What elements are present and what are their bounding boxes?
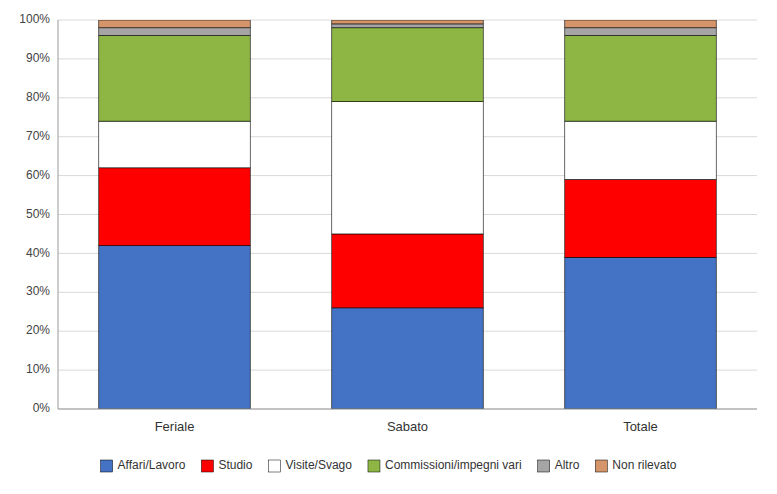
y-tick-label: 20% (26, 323, 50, 337)
bar-segment (332, 28, 483, 102)
bar-segment (565, 179, 716, 257)
legend-swatch (268, 460, 280, 472)
bar-segment (99, 36, 250, 122)
legend-label: Studio (218, 458, 252, 472)
legend-item: Non rilevato (595, 458, 676, 472)
bar-segment (565, 20, 716, 28)
bar-segment (565, 121, 716, 179)
y-axis: 0% 10% 20% 30% 40% 50% 60% 70% 80% 90% 100% (19, 12, 50, 415)
legend-label: Affari/Lavoro (118, 458, 186, 472)
legend-label: Commissioni/impegni vari (385, 458, 522, 472)
legend-swatch (368, 460, 380, 472)
bar-segment (332, 20, 483, 24)
y-tick-label: 80% (26, 90, 50, 104)
bar-segment (332, 24, 483, 28)
y-tick-label: 90% (26, 51, 50, 65)
bar-segment (99, 168, 250, 246)
chart: 0% 10% 20% 30% 40% 50% 60% 70% 80% 90% 100% Feriale… (0, 0, 777, 494)
bar-segment (565, 36, 716, 122)
bar-segment (99, 20, 250, 28)
legend-swatch (101, 460, 113, 472)
legend-swatch (538, 460, 550, 472)
legend-item: Studio (201, 458, 252, 472)
legend-item: Commissioni/impegni vari (368, 458, 522, 472)
bar-segment (565, 28, 716, 36)
legend-item: Visite/Svago (268, 458, 352, 472)
grid-line (58, 409, 757, 410)
y-tick-label: 50% (26, 207, 50, 221)
bar-segment (99, 121, 250, 168)
bar-segment (99, 28, 250, 36)
bars (99, 20, 716, 409)
bar-segment (332, 102, 483, 234)
y-tick-label: 10% (26, 362, 50, 376)
y-axis-line (58, 20, 59, 409)
x-tick-label: Feriale (155, 419, 195, 434)
x-axis: Feriale Sabato Totale (155, 419, 658, 434)
y-tick-label: 70% (26, 129, 50, 143)
legend-swatch (201, 460, 213, 472)
legend-item: Affari/Lavoro (101, 458, 186, 472)
bar-segment (565, 257, 716, 409)
y-tick-label: 40% (26, 246, 50, 260)
bar-segment (99, 246, 250, 409)
x-tick-label: Sabato (387, 419, 428, 434)
x-tick-label: Totale (623, 419, 658, 434)
bar-segment (332, 308, 483, 409)
legend-item: Altro (538, 458, 580, 472)
bar-segment (332, 234, 483, 308)
legend: Affari/Lavoro Studio Visite/Svago Commissio… (101, 458, 677, 472)
y-tick-label: 0% (33, 401, 51, 415)
legend-label: Non rilevato (612, 458, 676, 472)
y-tick-label: 30% (26, 284, 50, 298)
legend-swatch (595, 460, 607, 472)
y-tick-label: 100% (19, 12, 50, 26)
x-axis-line (58, 409, 757, 410)
legend-label: Visite/Svago (285, 458, 352, 472)
grid (58, 20, 757, 409)
legend-label: Altro (555, 458, 580, 472)
y-tick-label: 60% (26, 168, 50, 182)
